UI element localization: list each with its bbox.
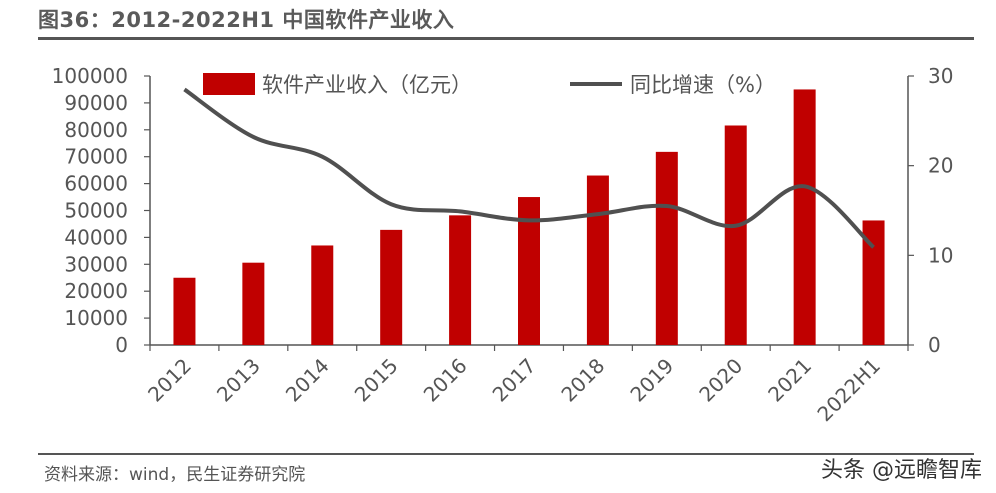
footer-divider — [38, 453, 974, 455]
y-right-tick-label: 0 — [928, 333, 941, 357]
x-tick-label: 2015 — [350, 354, 403, 407]
watermark: 头条 @远瞻智库 — [821, 458, 982, 483]
x-tick-label: 2022H1 — [812, 354, 885, 427]
x-tick-label: 2020 — [694, 354, 747, 407]
y-left-tick-label: 80000 — [64, 118, 128, 142]
y-left-tick-label: 40000 — [64, 225, 128, 249]
revenue-bar — [242, 262, 265, 345]
x-tick-label: 2012 — [143, 354, 196, 407]
title-divider — [38, 37, 974, 40]
y-left-tick-label: 20000 — [64, 279, 128, 303]
revenue-bar — [518, 197, 540, 345]
x-tick-label: 2013 — [212, 354, 265, 407]
revenue-bar — [793, 89, 816, 345]
legend-label-revenue: 软件产业收入（亿元） — [262, 73, 472, 97]
revenue-bar — [655, 151, 678, 345]
revenue-bar — [586, 175, 609, 345]
y-right-tick-label: 30 — [928, 64, 953, 88]
source-note: 资料来源：wind，民生证券研究院 — [44, 465, 306, 485]
legend-label-growth: 同比增速（%） — [630, 73, 776, 97]
x-tick-label: 2016 — [419, 354, 472, 407]
revenue-bar — [311, 245, 334, 345]
y-left-tick-label: 60000 — [64, 172, 128, 196]
x-tick-label: 2014 — [281, 354, 334, 407]
legend-swatch-revenue — [203, 73, 255, 95]
y-left-tick-label: 50000 — [64, 199, 128, 223]
x-tick-label: 2019 — [625, 354, 678, 407]
x-tick-label: 2017 — [488, 354, 541, 407]
revenue-bar — [449, 215, 472, 345]
y-right-tick-label: 20 — [928, 154, 953, 178]
chart-title: 图36：2012-2022H1 中国软件产业收入 — [38, 8, 455, 32]
revenue-bar — [173, 277, 196, 345]
y-left-tick-label: 100000 — [52, 64, 128, 88]
y-right-tick-label: 10 — [928, 243, 953, 267]
y-left-tick-label: 70000 — [64, 145, 128, 169]
y-left-tick-label: 30000 — [64, 252, 128, 276]
x-tick-label: 2018 — [556, 354, 609, 407]
growth-line — [183, 87, 875, 249]
y-left-tick-label: 0 — [115, 333, 128, 357]
revenue-bar — [380, 229, 403, 345]
y-left-tick-label: 90000 — [64, 91, 128, 115]
revenue-bar — [724, 125, 747, 345]
x-tick-label: 2021 — [763, 354, 816, 407]
revenue-bar — [862, 220, 885, 345]
y-left-tick-label: 10000 — [64, 306, 128, 330]
